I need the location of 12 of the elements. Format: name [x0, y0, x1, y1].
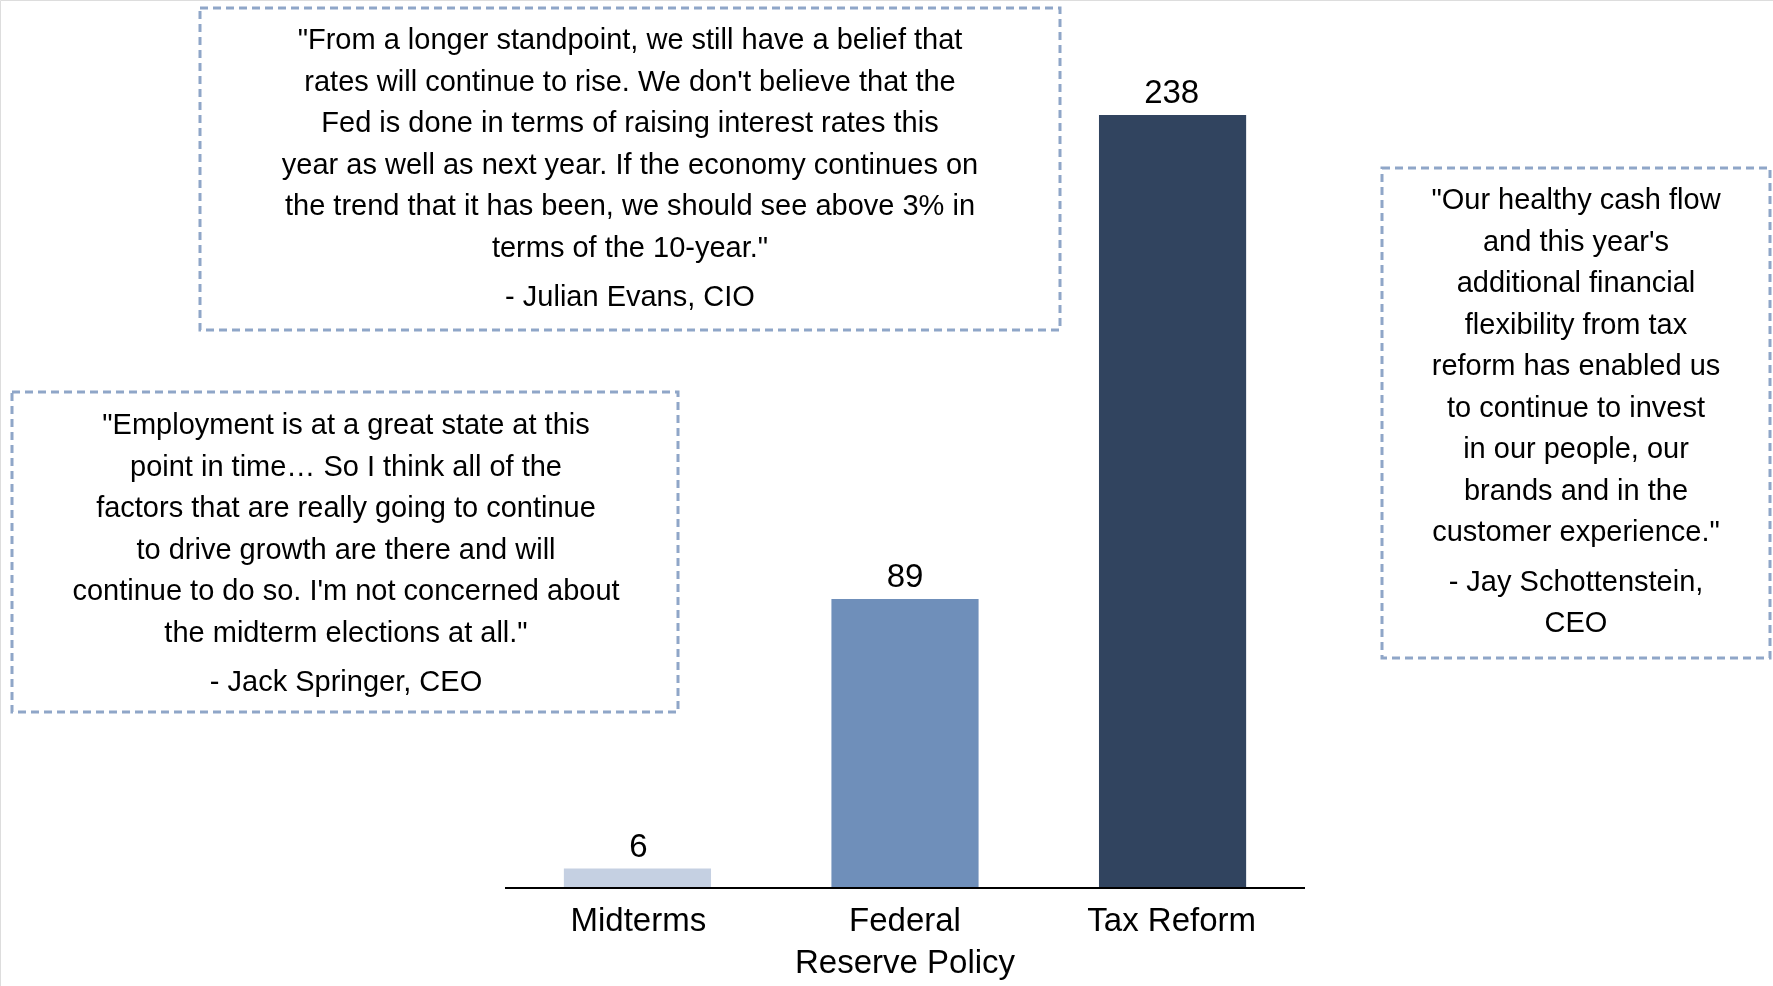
- data-label: 6: [629, 826, 648, 864]
- annotation: "Employment is at a great state at this point in time… So I think all of the factors that are really going to continue to drive growth are there and will continue to do so. I'm not concerned about the midterm elections at all.": [72, 408, 620, 648]
- data-label: 238: [1144, 73, 1200, 110]
- text: "Our healthy cash flow and this year's additional financial flexibility from tax reform has enabled us to continue to invest in our people, our brands and in the customer experience.": [1431, 183, 1721, 547]
- data-label: 89: [886, 556, 924, 594]
- text: - Jay Schottenstein, CEO: [1448, 564, 1704, 638]
- x-tick-label: Tax Reform: [1087, 901, 1257, 938]
- x-tick-label: Federal Reserve Policy: [794, 901, 1016, 980]
- annotation: "From a longer standpoint, we still have a belief that rates will continue to rise. We don't believe that the Fed is done in terms of raising interest rates this year as well as next year. If the economy continues on the trend that it has been, we should see above 3% in terms of the 10-year.": [281, 23, 979, 263]
- annotation: - Julian Evans, CIO: [505, 280, 755, 312]
- x-tick-label: Midterms: [570, 901, 707, 938]
- text: - Jack Springer, CEO: [209, 665, 483, 697]
